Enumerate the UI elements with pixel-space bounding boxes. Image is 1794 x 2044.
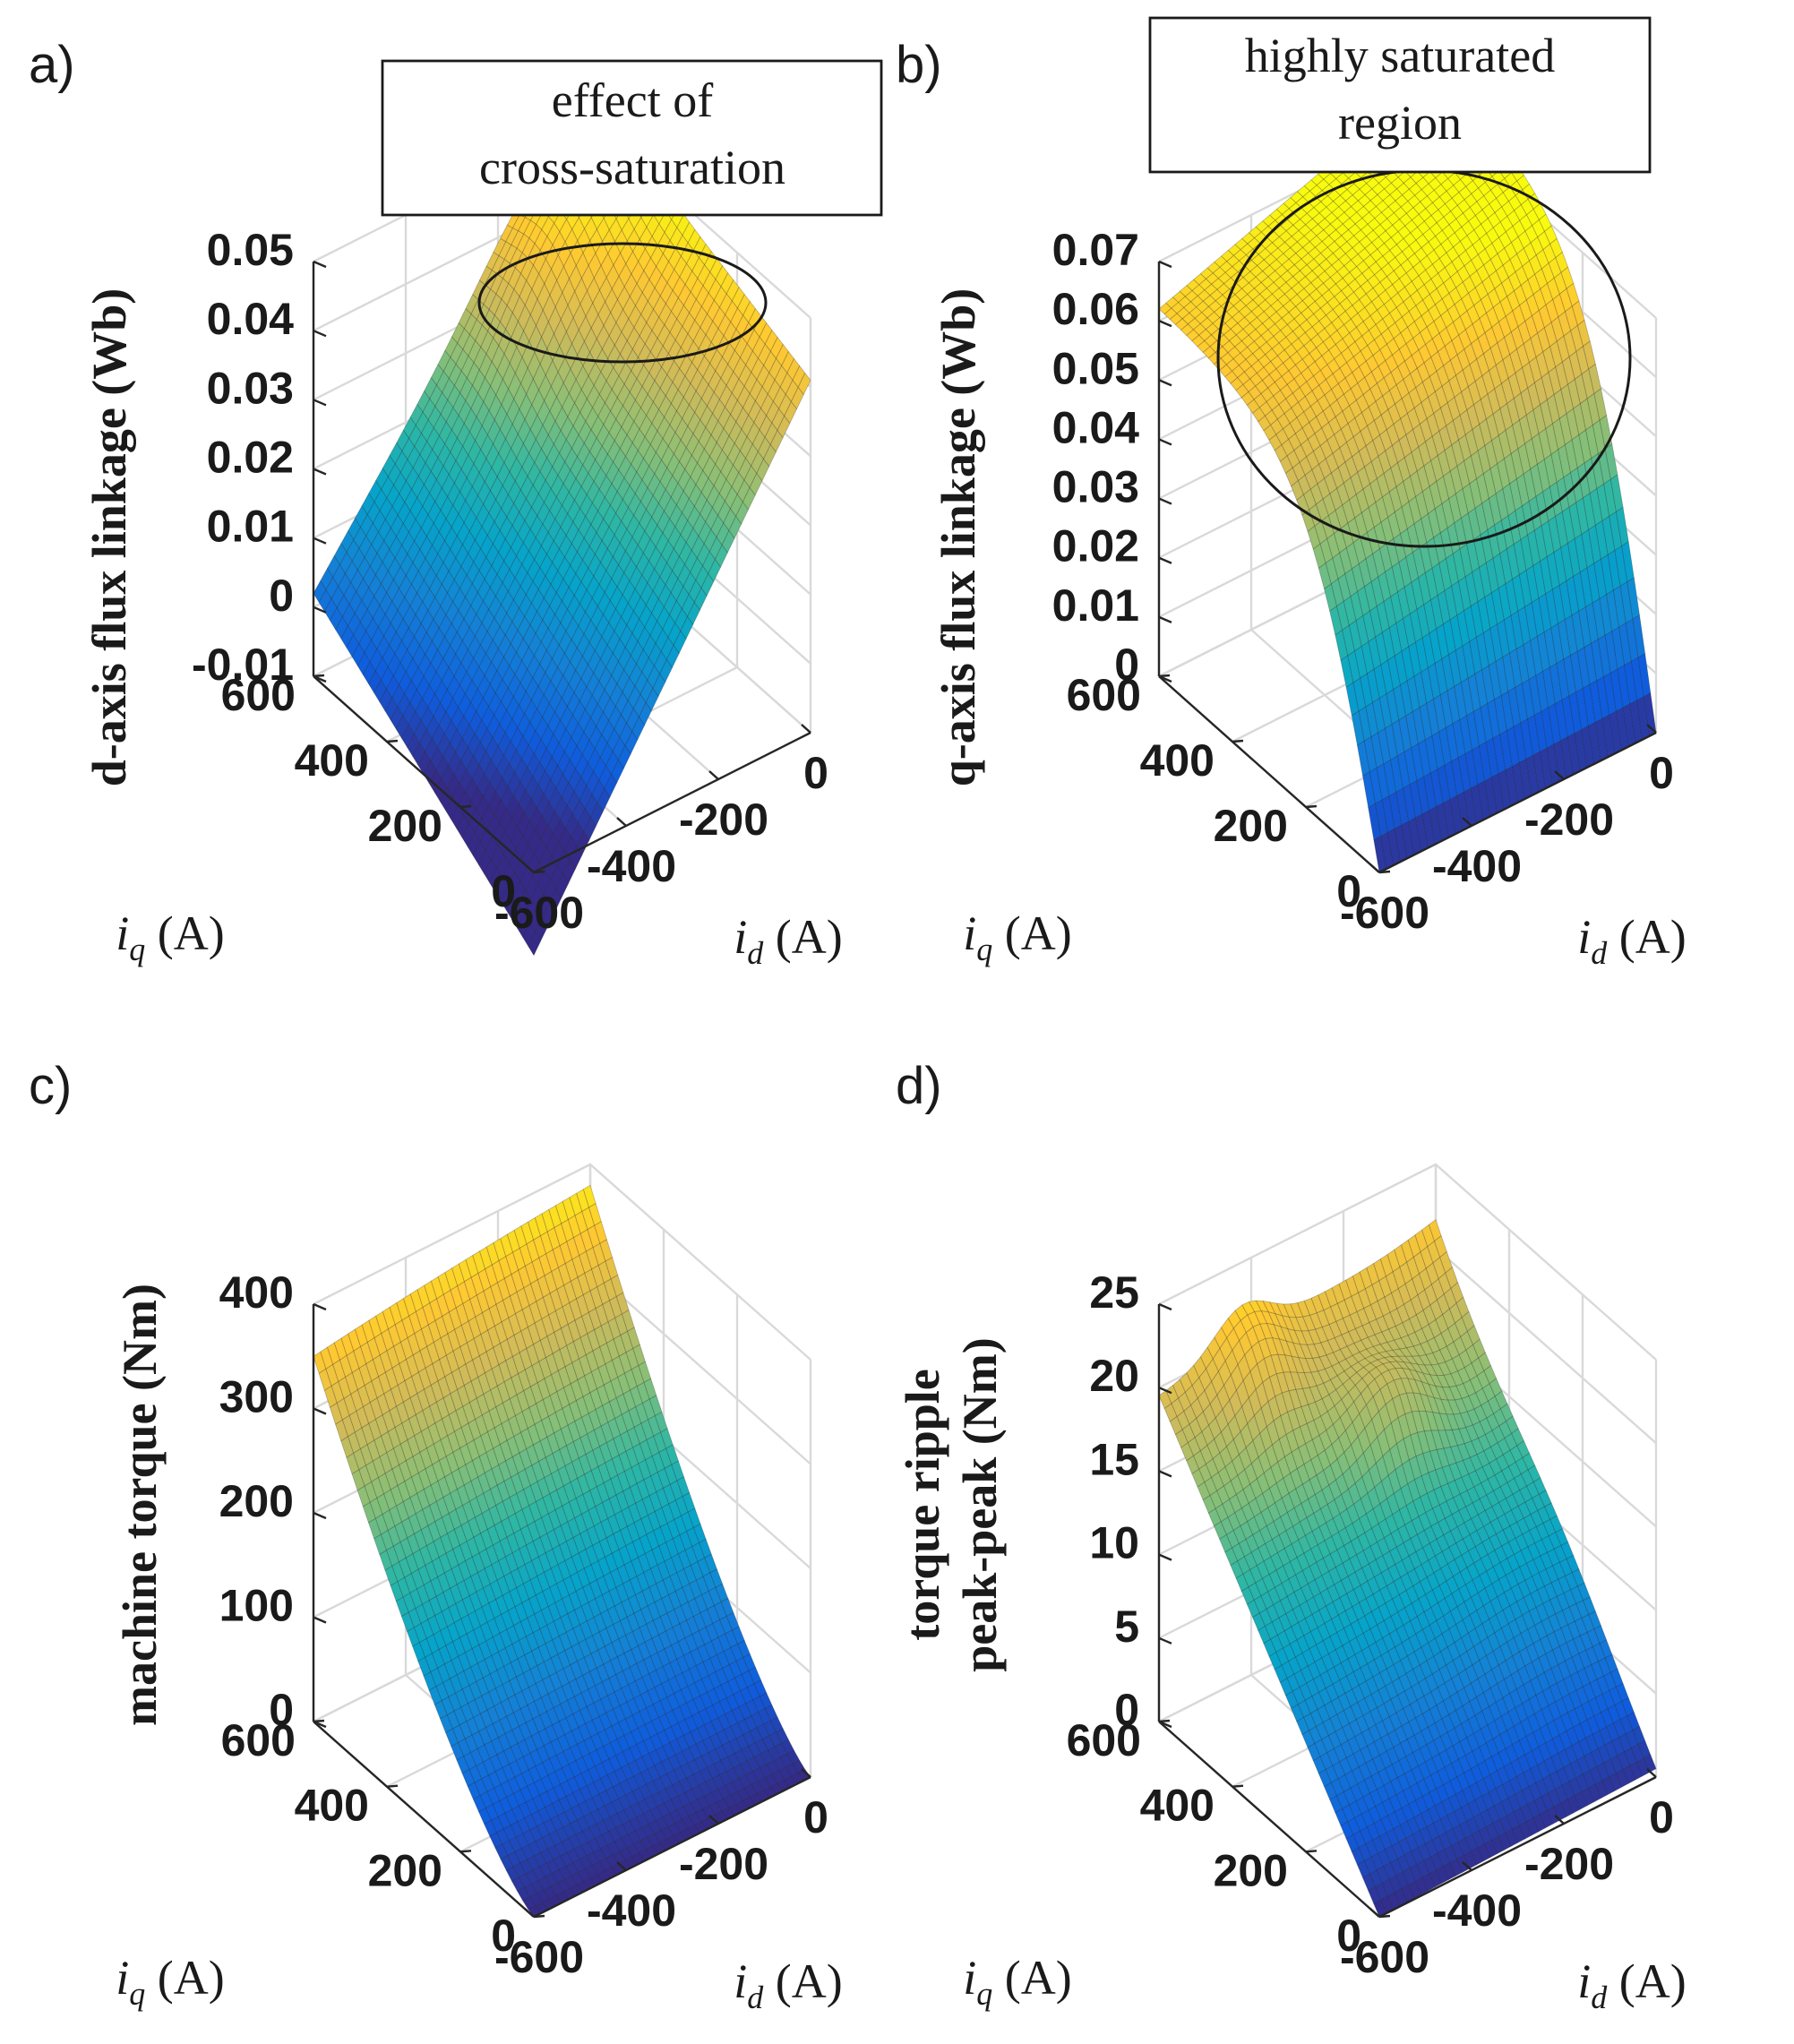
z-tick-label: 0.05 — [1052, 343, 1139, 393]
id-tick-mark — [801, 724, 811, 734]
z-tick-mark — [313, 1302, 327, 1311]
iq-tick-label: 200 — [368, 1845, 442, 1895]
iq-tick-mark — [1158, 674, 1171, 678]
z-tick-mark — [313, 260, 327, 269]
id-tick-label: -600 — [494, 888, 584, 938]
iq-tick-label: 200 — [368, 801, 442, 851]
id-tick-label: -600 — [1340, 888, 1429, 938]
z-tick-mark — [1158, 615, 1172, 623]
iq-tick-label: 200 — [1214, 801, 1288, 851]
z-tick-mark — [313, 468, 327, 476]
z-tick-mark — [1158, 438, 1172, 446]
iq-tick-mark — [313, 1719, 325, 1723]
panel-letter: b) — [896, 36, 942, 94]
z-tick-label: 0.04 — [1052, 402, 1140, 452]
iq-tick-mark — [459, 804, 472, 809]
panel-a: a)0.050.040.030.020.010-0.0160040020000-… — [29, 36, 883, 971]
z-tick-mark — [313, 537, 327, 545]
id-tick-label: -400 — [587, 841, 676, 891]
z-axis-label: q-axis flux linkage (Wb) — [931, 288, 985, 787]
id-tick-label: -200 — [1524, 794, 1614, 845]
z-tick-label: 0.03 — [207, 363, 294, 413]
iq-tick-mark — [386, 1784, 399, 1788]
id-tick-mark — [616, 817, 627, 827]
panel-b: b) 0.07 0.06 0.05 0.04 0.03 0.02 0.01 0 600 400 200… — [896, 16, 1687, 971]
panel-letter: d) — [896, 1057, 942, 1115]
z-tick-mark — [313, 1616, 327, 1624]
surface-patch — [346, 633, 360, 657]
z-tick-mark — [1158, 379, 1172, 387]
panel-letter: a) — [29, 36, 75, 94]
iq-tick-mark — [533, 1914, 545, 1919]
z-tick-label: 200 — [219, 1476, 294, 1526]
id-tick-label: -400 — [1432, 841, 1522, 891]
z-tick-label: 0.05 — [207, 225, 294, 275]
id-tick-label: -200 — [679, 794, 768, 845]
annotation-text: cross-saturation — [479, 141, 785, 194]
annotation-text: region — [1338, 96, 1462, 150]
iq-axis-label: iq (A) — [116, 906, 224, 967]
id-axis-label: id (A) — [734, 1954, 842, 2015]
z-axis-label: machine torque (Nm) — [113, 1284, 167, 1726]
id-tick-mark — [708, 770, 719, 780]
iq-tick-mark — [386, 739, 399, 743]
id-tick-label: -400 — [587, 1885, 676, 1936]
surface — [1158, 73, 1657, 873]
z-tick-label: 0.02 — [1052, 521, 1139, 571]
z-axis-label: d-axis flux linkage (Wb) — [82, 288, 136, 787]
id-tick-label: -600 — [494, 1932, 584, 1982]
z-tick-mark — [313, 1511, 327, 1520]
z-tick-mark — [313, 399, 327, 407]
z-tick-label: 0 — [269, 571, 294, 621]
z-tick-mark — [313, 330, 327, 338]
z-tick-label: 0.02 — [207, 433, 294, 483]
iq-axis-label: iq (A) — [963, 906, 1071, 967]
iq-tick-label: 400 — [295, 1781, 369, 1831]
iq-axis-label: iq (A) — [116, 1951, 224, 2012]
iq-tick-label: 600 — [221, 1715, 296, 1765]
surface-patch — [351, 643, 365, 667]
z-tick-mark — [1158, 556, 1172, 564]
iq-tick-mark — [1305, 804, 1318, 809]
id-tick-label: 0 — [803, 1792, 828, 1842]
iq-tick-label: 600 — [1067, 670, 1141, 720]
z-tick-label: 0.01 — [207, 502, 294, 552]
z-tick-label: 400 — [219, 1267, 294, 1318]
z-tick-mark — [1158, 260, 1172, 269]
id-axis-label: id (A) — [734, 910, 842, 971]
id-tick-label: 0 — [1649, 748, 1674, 798]
annotation-text: effect of — [552, 73, 713, 127]
panel-d: d)252015105060040020000-200-400-600torqu… — [896, 1057, 1687, 2015]
iq-tick-label: 400 — [1140, 735, 1215, 786]
z-tick-label: 0.03 — [1052, 462, 1139, 512]
z-tick-label: 0.04 — [207, 294, 295, 344]
z-tick-mark — [1158, 320, 1172, 328]
iq-tick-mark — [1232, 739, 1244, 743]
panel-letter: c) — [29, 1057, 72, 1115]
id-tick-label: 0 — [803, 748, 828, 798]
z-tick-label: 0.07 — [1052, 225, 1139, 275]
z-tick-label: 0.01 — [1052, 580, 1139, 631]
z-tick-mark — [313, 1407, 327, 1415]
z-tick-label: 100 — [219, 1581, 294, 1631]
z-tick-label: 300 — [219, 1372, 294, 1422]
panel-c: c)400300200100060040020000-200-400-600ma… — [29, 1057, 843, 2015]
id-axis-label: id (A) — [1577, 910, 1686, 971]
iq-tick-label: 600 — [221, 670, 296, 720]
id-tick-label: -200 — [679, 1839, 768, 1889]
iq-tick-label: 400 — [295, 735, 369, 786]
iq-tick-mark — [313, 674, 325, 678]
z-tick-label: 0.06 — [1052, 284, 1139, 334]
annotation-text: highly saturated — [1245, 29, 1555, 82]
z-tick-mark — [1158, 497, 1172, 505]
